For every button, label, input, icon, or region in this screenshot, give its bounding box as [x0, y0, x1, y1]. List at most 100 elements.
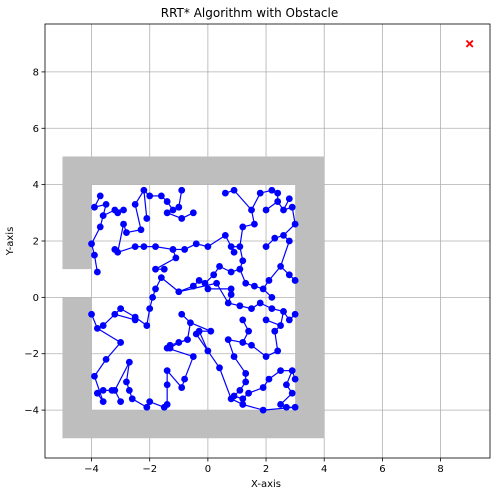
tree-node: [216, 364, 223, 372]
y-axis-label: Y-axis: [5, 227, 16, 257]
tree-node: [280, 231, 287, 239]
tree-node: [242, 378, 250, 386]
tree-node: [236, 243, 244, 251]
x-tick-label: 8: [437, 464, 443, 475]
tree-node: [227, 395, 235, 403]
tree-node: [277, 401, 284, 408]
tree-node: [93, 268, 101, 276]
tree-node: [99, 212, 107, 220]
tree-node: [114, 248, 122, 256]
x-axis-label: X-axis: [251, 479, 281, 490]
tree-node: [274, 189, 282, 197]
tree-node: [271, 327, 279, 335]
tree-node: [210, 271, 218, 279]
tree-node: [239, 339, 247, 346]
tree-node: [288, 203, 296, 211]
tree-node: [291, 277, 299, 284]
x-tick-label: 0: [205, 464, 211, 475]
tree-edge: [184, 356, 194, 380]
tree-node: [204, 243, 212, 251]
tree-node: [268, 186, 276, 194]
tree-node: [291, 310, 299, 318]
tree-node: [227, 268, 235, 276]
tree-node: [221, 231, 229, 239]
tree-edge: [233, 356, 247, 374]
tree-edge: [207, 350, 221, 369]
tree-node: [125, 386, 133, 394]
tree-node: [242, 370, 250, 377]
tree-edge: [263, 406, 296, 411]
tree-node: [99, 398, 107, 406]
tree-node: [91, 372, 98, 380]
tree-edge: [218, 367, 232, 400]
tree-node: [146, 192, 154, 200]
tree-node: [120, 220, 127, 228]
tree-node: [236, 302, 244, 310]
tree-edge: [134, 204, 142, 230]
tree-node: [160, 403, 168, 411]
tree-edge: [114, 361, 130, 391]
tree-node: [120, 206, 127, 214]
tree-edge: [198, 330, 209, 352]
tree-node: [221, 189, 229, 197]
tree-node: [160, 265, 168, 273]
y-tick-label: −4: [24, 406, 39, 417]
tree-node: [239, 395, 247, 403]
tree-node: [117, 398, 125, 406]
tree-node: [163, 381, 171, 389]
tree-node: [128, 395, 136, 403]
tree-node: [227, 291, 235, 298]
tree-node: [291, 220, 299, 228]
y-tick-label: 4: [33, 180, 39, 191]
tree-node: [227, 243, 235, 251]
y-tick-label: 0: [33, 293, 39, 304]
tree-node: [248, 305, 255, 313]
x-tick-label: 2: [263, 464, 269, 475]
tree-node: [108, 386, 116, 394]
tree-node: [131, 243, 139, 251]
tree-node: [224, 336, 232, 344]
tree-node: [99, 386, 107, 394]
tree-node: [93, 389, 101, 397]
tree-node: [251, 282, 258, 290]
y-tick-label: −2: [24, 349, 39, 360]
tree-node: [213, 279, 221, 287]
tree-node: [88, 310, 95, 318]
tree-node: [137, 226, 145, 234]
tree-node: [277, 262, 284, 270]
tree-node: [201, 279, 209, 287]
tree-node: [99, 322, 107, 329]
x-tick-label: 6: [379, 464, 385, 475]
tree-node: [143, 403, 151, 411]
tree-node: [224, 299, 232, 307]
tree-node: [91, 203, 98, 211]
tree-node: [242, 279, 250, 287]
tree-node: [204, 347, 212, 355]
tree-edge: [216, 282, 229, 304]
tree-edge: [117, 223, 125, 253]
tree-node: [280, 206, 287, 214]
tree-node: [157, 274, 165, 282]
tree-node: [117, 305, 125, 313]
tree-node: [259, 285, 267, 293]
tree-node: [259, 384, 267, 391]
tree-nodes: [88, 186, 299, 414]
tree-edge: [233, 189, 252, 211]
tree-node: [189, 282, 197, 290]
goal-cross-stroke: [465, 39, 474, 48]
tree-node: [143, 322, 151, 329]
tree-node: [285, 195, 293, 203]
tree-node: [163, 198, 171, 205]
tree-node: [131, 200, 139, 208]
tree-node: [189, 209, 197, 217]
tree-node: [239, 223, 247, 231]
tree-node: [189, 353, 197, 360]
tree-node: [143, 215, 151, 222]
tree-node: [277, 367, 284, 375]
tree-node: [262, 243, 270, 251]
tree-edge: [166, 370, 183, 388]
tree-node: [245, 327, 252, 335]
x-ticks: −4 −2 0 2 4 6 8: [84, 458, 444, 475]
tree-node: [96, 192, 104, 200]
tree-node: [166, 341, 174, 349]
